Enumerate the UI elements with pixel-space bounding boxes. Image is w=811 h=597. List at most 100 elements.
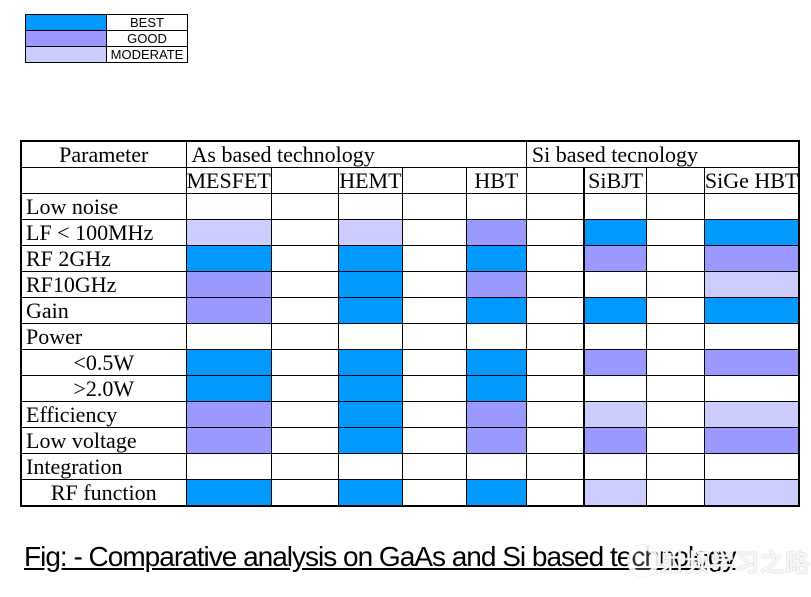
spacer-cell	[525, 297, 585, 324]
rating-cell	[703, 427, 800, 454]
rating-cell	[185, 453, 272, 480]
spacer-cell	[645, 479, 705, 507]
table-row: RF10GHz	[20, 271, 800, 298]
rating-cell	[465, 297, 527, 324]
spacer-cell	[270, 193, 339, 220]
spacer-cell	[401, 167, 467, 194]
rating-cell	[337, 219, 403, 246]
spacer-cell	[645, 427, 705, 454]
rating-cell	[337, 193, 403, 220]
rating-cell	[703, 453, 800, 480]
row-label: Power	[20, 323, 187, 350]
legend-label-moderate: MODERATE	[106, 46, 188, 63]
spacer-cell	[525, 427, 585, 454]
rating-cell	[465, 219, 527, 246]
parameter-header: Parameter	[20, 140, 187, 168]
row-label: LF < 100MHz	[20, 219, 187, 246]
spacer-cell	[525, 375, 585, 402]
spacer-cell	[645, 271, 705, 298]
rating-cell	[337, 427, 403, 454]
rating-cell	[185, 375, 272, 402]
spacer-cell	[270, 349, 339, 376]
table-row: <0.5W	[20, 349, 800, 376]
rating-cell	[703, 375, 800, 402]
rating-cell	[583, 349, 647, 376]
table-row: Power	[20, 323, 800, 350]
spacer-cell	[645, 219, 705, 246]
si-group-header: Si based tecnology	[525, 140, 800, 168]
legend-row: GOOD	[25, 30, 188, 47]
spacer-cell	[270, 479, 339, 507]
spacer-cell	[401, 323, 467, 350]
table-body: Parameter As based technology Si based tec…	[20, 140, 800, 507]
legend-swatch-best	[25, 14, 107, 31]
column-header-sige-hbt: SiGe HBT	[703, 167, 800, 194]
spacer-cell	[401, 427, 467, 454]
legend-label-best: BEST	[106, 14, 188, 31]
spacer-cell	[645, 349, 705, 376]
spacer-cell	[270, 401, 339, 428]
legend-row: MODERATE	[25, 46, 188, 63]
spacer-cell	[401, 453, 467, 480]
rating-cell	[583, 453, 647, 480]
rating-cell	[583, 427, 647, 454]
column-header-mesfet: MESFET	[185, 167, 272, 194]
rating-cell	[337, 323, 403, 350]
spacer-cell	[270, 219, 339, 246]
table-row: Efficiency	[20, 401, 800, 428]
spacer-cell	[645, 375, 705, 402]
spacer-cell	[401, 349, 467, 376]
row-label: RF10GHz	[20, 271, 187, 298]
spacer-cell	[401, 193, 467, 220]
spacer-cell	[645, 453, 705, 480]
rating-cell	[703, 349, 800, 376]
spacer-cell	[525, 323, 585, 350]
figure-caption-text: Fig: - Comparative analysis on GaAs and …	[24, 541, 736, 572]
rating-cell	[583, 219, 647, 246]
rating-cell	[337, 453, 403, 480]
spacer-cell	[525, 193, 585, 220]
rating-cell	[337, 479, 403, 507]
spacer-cell	[645, 401, 705, 428]
spacer-cell	[645, 167, 705, 194]
rating-cell	[583, 375, 647, 402]
row-label: Low noise	[20, 193, 187, 220]
header-group-row: Parameter As based technology Si based tec…	[20, 140, 800, 168]
rating-cell	[583, 271, 647, 298]
spacer-cell	[270, 375, 339, 402]
rating-cell	[465, 271, 527, 298]
rating-cell	[583, 401, 647, 428]
row-label: Low voltage	[20, 427, 187, 454]
spacer-cell	[525, 167, 585, 194]
rating-cell	[185, 271, 272, 298]
rating-cell	[185, 193, 272, 220]
legend-swatch-moderate	[25, 46, 107, 63]
spacer-cell	[525, 453, 585, 480]
row-label: <0.5W	[20, 349, 187, 376]
legend: BEST GOOD MODERATE	[25, 14, 188, 63]
spacer-cell	[525, 245, 585, 272]
spacer-cell	[401, 219, 467, 246]
rating-cell	[185, 479, 272, 507]
rating-cell	[703, 479, 800, 507]
spacer-cell	[401, 375, 467, 402]
rating-cell	[185, 349, 272, 376]
column-header-hemt: HEMT	[337, 167, 403, 194]
spacer-cell	[270, 245, 339, 272]
rating-cell	[337, 297, 403, 324]
parameter-header-spacer	[20, 167, 187, 194]
row-label: RF 2GHz	[20, 245, 187, 272]
spacer-cell	[645, 297, 705, 324]
table-row: LF < 100MHz	[20, 219, 800, 246]
rating-cell	[703, 401, 800, 428]
figure-caption: Fig: - Comparative analysis on GaAs and …	[24, 541, 736, 573]
spacer-cell	[525, 219, 585, 246]
row-label: Efficiency	[20, 401, 187, 428]
rating-cell	[583, 297, 647, 324]
spacer-cell	[645, 323, 705, 350]
rating-cell	[465, 193, 527, 220]
rating-cell	[703, 193, 800, 220]
header-columns-row: MESFET HEMT HBT SiBJT SiGe HBT	[20, 167, 800, 194]
rating-cell	[465, 401, 527, 428]
spacer-cell	[270, 453, 339, 480]
